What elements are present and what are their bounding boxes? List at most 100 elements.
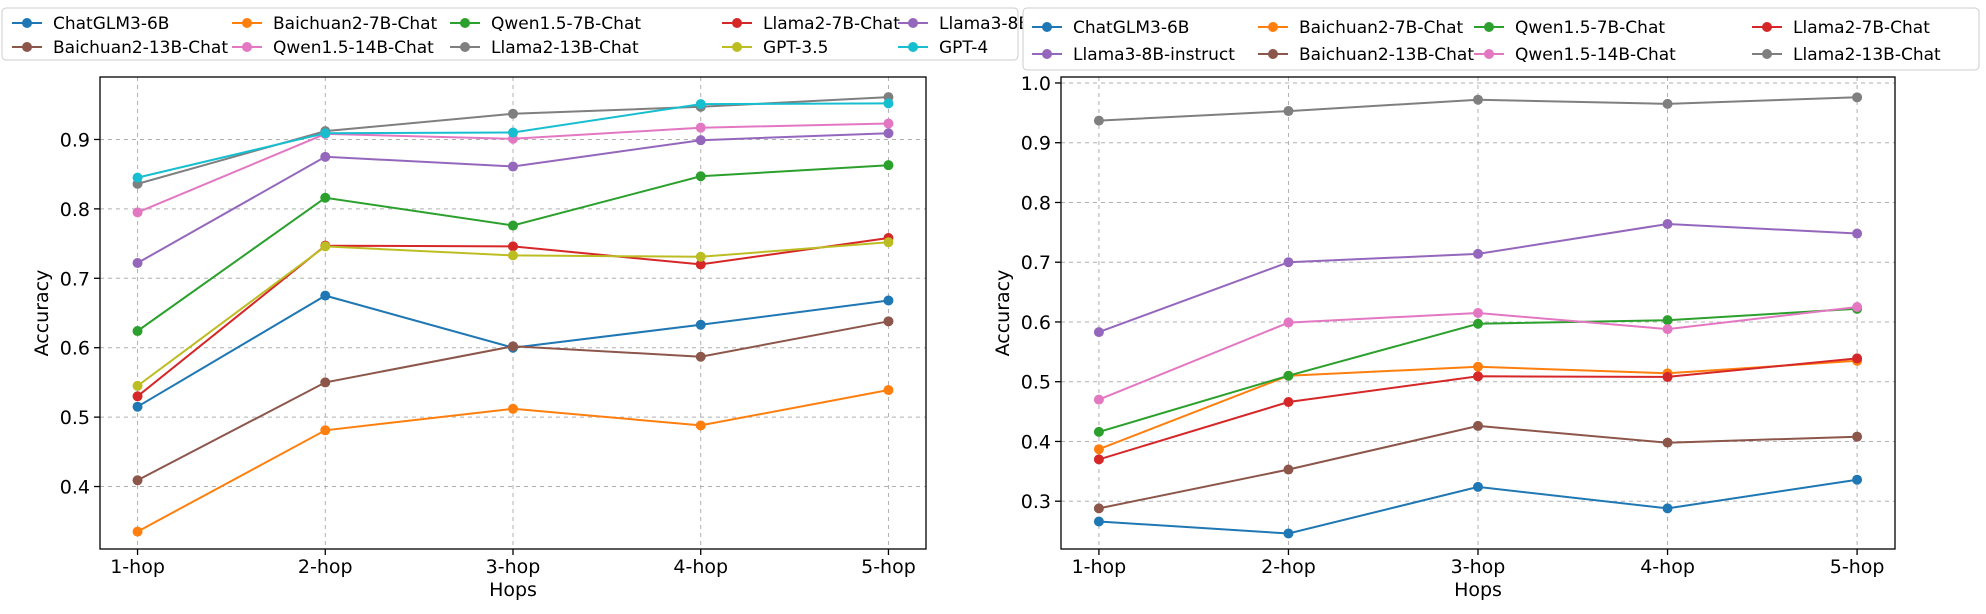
legend-label: ChatGLM3-6B [53,14,169,34]
data-point [132,258,143,269]
data-point [132,207,143,218]
data-point [508,127,518,138]
x-tick-label: 2-hop [1261,556,1316,578]
data-point [1473,371,1483,382]
legend-swatch-marker [1762,49,1772,59]
data-point [508,220,518,231]
data-point [320,241,331,252]
x-tick-label: 2-hop [298,556,353,578]
legend: ChatGLM3-6B Baichuan2-7B-Chat Qwen1.5-7B-C… [1022,7,1980,71]
data-point [1662,437,1673,448]
y-tick-label: 0.3 [1021,491,1051,513]
x-tick-label: 1-hop [110,556,165,578]
y-tick-label: 0.5 [1021,372,1051,394]
data-point [132,475,143,486]
legend-swatch-marker [1484,22,1494,32]
legend-label: Baichuan2-7B-Chat [273,14,438,34]
data-point [132,172,143,183]
x-tick-label: 4-hop [673,556,728,578]
y-tick-label: 0.8 [1021,192,1051,214]
data-point [883,118,894,129]
legend-swatch-marker [732,18,742,28]
y-tick-label: 0.9 [60,129,90,151]
legend-swatch-marker [908,42,918,52]
legend-label: Qwen1.5-7B-Chat [1515,18,1665,38]
data-point [1473,481,1483,492]
data-point [132,380,143,391]
data-point [883,385,894,396]
data-point [1473,308,1483,318]
legend-label: Llama2-13B-Chat [1793,45,1941,65]
legend-swatch-marker [242,42,252,52]
legend-swatch-marker [1268,22,1278,32]
data-point [1283,257,1294,268]
legend-swatch-marker [22,18,32,28]
legend-label: ChatGLM3-6B [1073,18,1189,38]
data-point [132,526,143,537]
data-point [695,122,706,133]
data-point [132,326,143,337]
data-point [1283,397,1294,408]
data-point [883,237,894,248]
chart-left: 0.4 0.5 0.6 0.7 0.8 0.9 1-hop 2-hop 3-hop 4-hop 5-… [1,7,1101,601]
data-point [1283,106,1294,117]
legend-label: Qwen1.5-14B-Chat [1515,45,1676,65]
data-point [1093,394,1104,405]
data-point [695,135,706,146]
data-point [1852,431,1863,442]
data-point [508,403,518,414]
x-axis-label: Hops [1454,579,1502,601]
data-point [320,151,331,162]
y-tick-label: 0.5 [60,407,90,429]
data-point [1662,315,1673,326]
data-point [695,259,706,270]
data-point [508,108,518,119]
legend-label: Llama3-8B-instruct [1073,45,1235,65]
legend-swatch-marker [908,18,918,28]
data-point [1093,115,1104,126]
data-point [1852,92,1863,103]
x-tick-label: 3-hop [1451,556,1506,578]
x-tick-label: 5-hop [861,556,916,578]
legend-swatch-marker [242,18,252,28]
data-point [320,192,331,203]
y-axis-label: Accuracy [31,270,53,357]
data-point [1473,94,1483,105]
y-tick-label: 0.6 [60,338,90,360]
legend-swatch-marker [1042,22,1052,32]
y-tick-label: 0.4 [60,477,90,499]
legend-label: Qwen1.5-7B-Chat [491,14,641,34]
data-point [883,98,894,109]
legend-label: Baichuan2-7B-Chat [1299,18,1464,38]
x-tick-label: 5-hop [1830,556,1885,578]
data-point [695,171,706,182]
legend-label: GPT-3.5 [763,38,828,58]
legend-label: Llama2-7B-Chat [763,14,900,34]
legend-label: Baichuan2-13B-Chat [53,38,228,58]
legend-swatch-marker [1268,49,1278,59]
data-point [1473,248,1483,259]
data-point [1093,503,1104,514]
data-point [1662,371,1673,382]
y-tick-label: 1.0 [1021,73,1051,95]
legend-label: Llama2-7B-Chat [1793,18,1930,38]
legend-label: Baichuan2-13B-Chat [1299,45,1474,65]
legend-swatch-marker [460,18,470,28]
data-point [1283,528,1294,539]
legend: ChatGLM3-6B Baichuan2-7B-Chat Qwen1.5-7B-C… [1,7,1101,61]
legend-swatch-marker [732,42,742,52]
x-tick-label: 1-hop [1072,556,1127,578]
data-point [695,351,706,362]
data-point [320,128,331,139]
data-point [695,99,706,110]
legend-label: Llama2-13B-Chat [491,38,639,58]
data-point [508,161,518,172]
y-tick-label: 0.4 [1021,431,1051,453]
y-tick-label: 0.6 [1021,312,1051,334]
data-point [508,341,518,352]
legend-swatch-marker [1484,49,1494,59]
data-point [320,377,331,388]
data-point [1852,302,1863,313]
data-point [1093,426,1104,437]
